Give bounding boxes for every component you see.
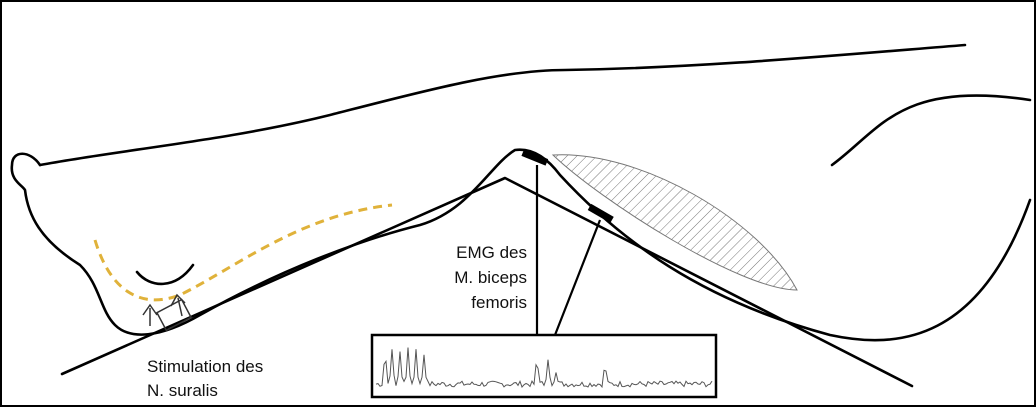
emg-box bbox=[372, 335, 716, 397]
emg-label: femoris bbox=[471, 293, 527, 312]
diagram: EMG des M. biceps femoris Stimulation de… bbox=[0, 0, 1036, 407]
stim-label: Stimulation des bbox=[147, 357, 263, 376]
emg-label: M. biceps bbox=[454, 268, 527, 287]
stim-label: N. suralis bbox=[147, 381, 218, 400]
emg-label: EMG des bbox=[456, 243, 527, 262]
